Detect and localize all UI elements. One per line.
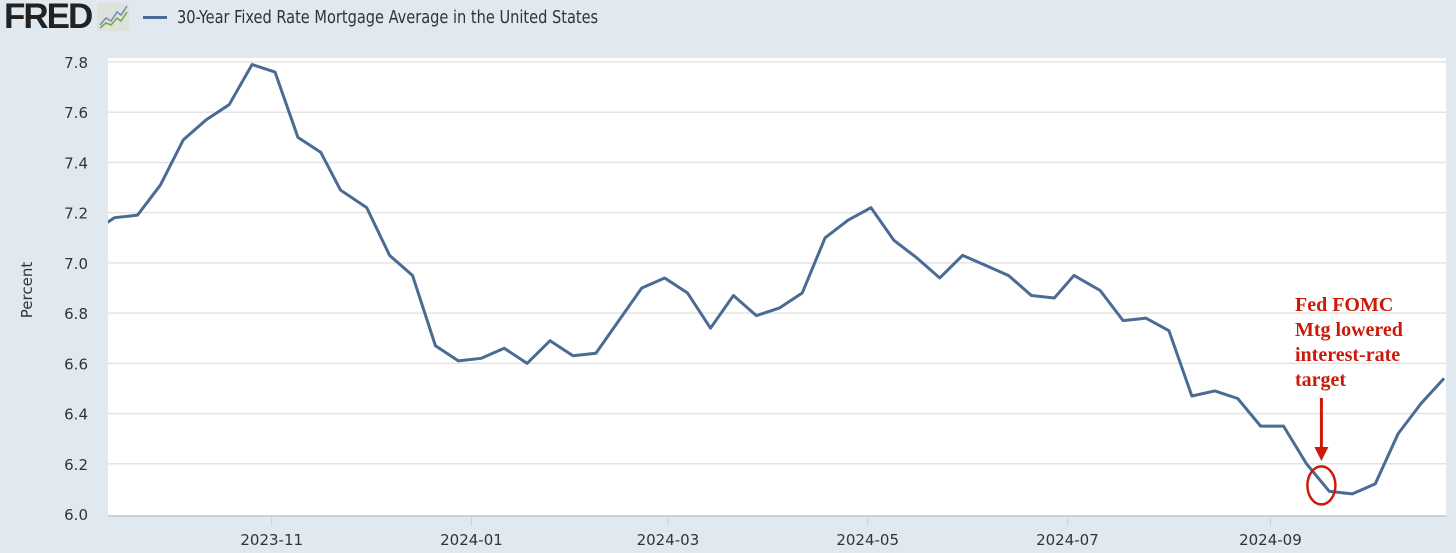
x-tick-label: 2024-05 [836,531,899,549]
y-tick-label: 6.6 [64,355,88,373]
legend-swatch [143,15,168,19]
arrow-head-icon [1314,447,1329,461]
x-tick-label: 2024-01 [440,531,503,549]
y-tick-label: 6.8 [64,305,88,323]
y-tick-label: 7.2 [64,205,88,223]
fred-graph-icon [97,3,130,31]
y-tick-label: 7.8 [64,54,88,72]
y-tick-label: 6.4 [64,406,88,424]
annotation-text: target [1295,369,1346,391]
plot-area [108,58,1446,516]
x-tick-label: 2024-07 [1036,531,1099,549]
chart-header: FRED 30-Year Fixed Rate Mortgage Average… [0,0,645,34]
y-tick-label: 7.0 [64,255,88,273]
y-tick-label: 7.4 [64,154,88,172]
annotation-text: Mtg lowered [1295,319,1403,341]
y-axis-label: Percent [18,262,36,319]
y-tick-label: 7.6 [64,104,88,122]
annotation-text: interest-rate [1295,344,1400,366]
x-tick-label: 2024-09 [1239,531,1302,549]
series-line [108,63,1446,496]
y-tick-label: 6.0 [64,506,88,524]
y-tick-label: 6.2 [64,456,88,474]
annotation-text: Fed FOMC [1295,294,1393,316]
x-tick-label: 2023-11 [240,531,303,549]
chart-title: 30-Year Fixed Rate Mortgage Average in t… [177,6,599,28]
highlight-circle [1306,465,1337,506]
x-tick-label: 2024-03 [637,531,700,549]
fomc-annotation: Fed FOMC Mtg lowered interest-rate target [1295,294,1403,506]
fred-logo[interactable]: FRED [4,0,93,36]
